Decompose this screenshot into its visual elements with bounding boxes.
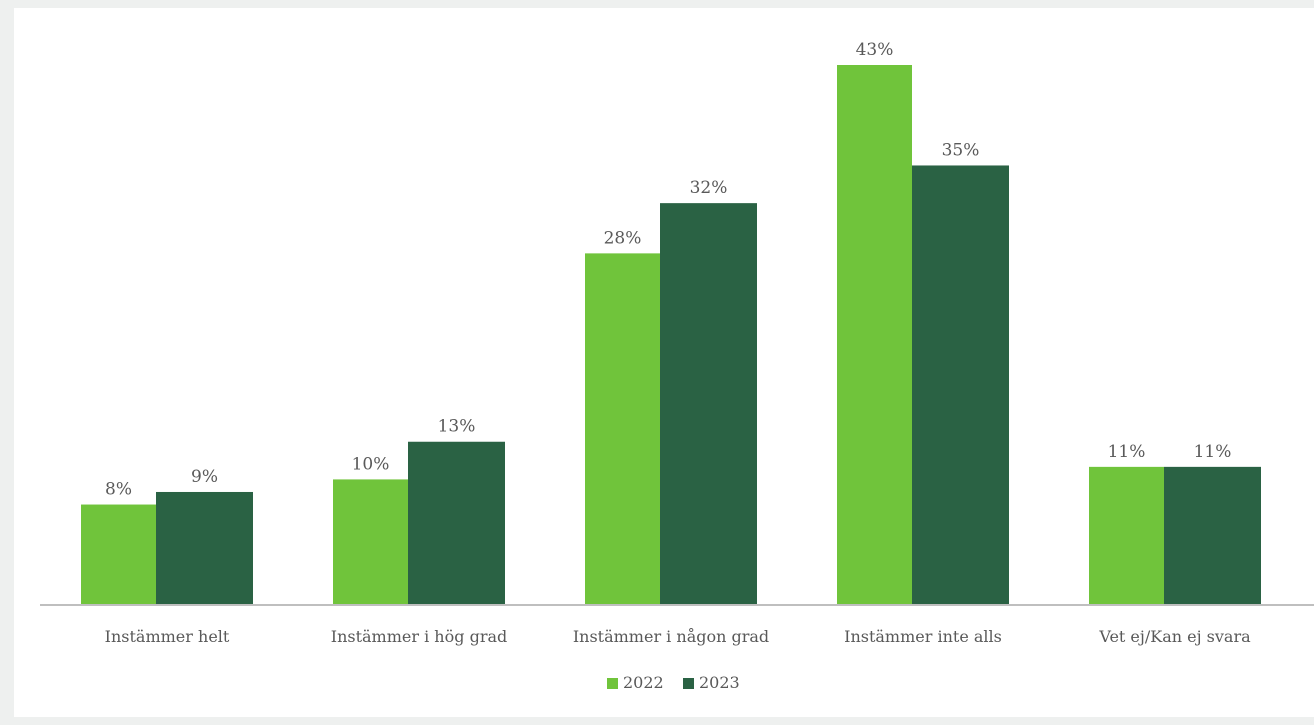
data-label-2023: 35% [942,140,980,160]
data-label-2023: 32% [690,178,728,198]
bar-2023 [660,203,757,606]
data-label-2022: 43% [856,40,894,60]
x-tick-label: Vet ej/Kan ej svara [1098,627,1251,646]
bar-2023 [408,441,505,605]
x-tick-label: Instämmer helt [105,627,230,646]
x-tick-label: Instämmer inte alls [844,627,1002,646]
data-label-2022: 28% [604,228,642,248]
bar-2022 [837,65,912,605]
legend-swatch-2023 [683,678,694,689]
bar-chart: 8% 9% Instämmer helt 10% 13% Instämmer i hög … [40,40,1314,692]
data-label-2023: 9% [191,467,218,487]
legend-swatch-2022 [607,678,618,689]
bar-2022 [81,504,156,605]
bar-2023 [156,491,253,605]
bar-2023 [1164,466,1261,605]
legend-label-2022: 2022 [623,673,664,692]
data-label-2022: 8% [105,480,132,500]
data-label-2023: 13% [438,417,476,437]
legend-label-2023: 2023 [699,673,740,692]
bar-2023 [912,165,1009,605]
chart-container: 8% 9% Instämmer helt 10% 13% Instämmer i hög … [14,8,1314,717]
bar-2022 [585,253,660,606]
x-tick-label: Instämmer i hög grad [331,627,508,646]
data-label-2022: 10% [352,454,390,474]
data-label-2022: 11% [1108,442,1146,462]
bar-2022 [333,479,408,605]
x-tick-label: Instämmer i någon grad [573,627,769,646]
bar-2022 [1089,466,1164,605]
data-label-2023: 11% [1194,442,1232,462]
